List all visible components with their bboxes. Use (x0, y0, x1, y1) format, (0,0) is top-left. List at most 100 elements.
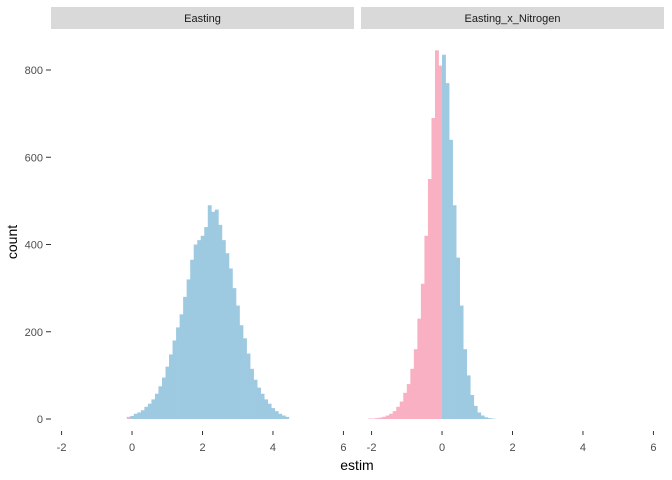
facet-strip (361, 7, 664, 29)
histogram-bar (413, 349, 418, 419)
histogram-bar (434, 50, 439, 420)
histogram-bar (225, 253, 230, 419)
histogram-bar (459, 305, 464, 419)
histogram-bar (179, 314, 184, 419)
histogram-bar (274, 411, 279, 419)
histogram-bar (382, 416, 387, 419)
histogram-bar (228, 268, 233, 419)
histogram-bar (158, 386, 163, 419)
facet-strip-label: Easting (184, 13, 221, 25)
histogram-bar (378, 417, 383, 419)
histogram-bar (183, 296, 187, 419)
x-tick-label: -2 (57, 442, 67, 454)
x-tick-label: 6 (340, 442, 346, 454)
histogram-bar (235, 305, 240, 419)
histogram-bar (392, 411, 397, 419)
histogram-bar (221, 240, 226, 419)
x-tick-label: 2 (509, 442, 515, 454)
histogram-bar (487, 418, 492, 419)
x-tick-label: 0 (129, 442, 135, 454)
histogram-bar (239, 325, 244, 419)
histogram-bar (281, 415, 286, 419)
histogram-bar (420, 283, 425, 419)
histogram-bar (147, 403, 152, 419)
histogram-bar (257, 387, 261, 419)
histogram-bars (368, 50, 496, 420)
histogram-bar (197, 240, 202, 419)
histogram-bar (211, 211, 216, 419)
histogram-bar (165, 366, 170, 419)
histogram-bar (144, 406, 149, 419)
histogram-bar (130, 415, 135, 419)
y-axis-title: count (4, 225, 20, 259)
histogram-bar (431, 117, 436, 420)
x-axis: -2 0 2 4 6 (367, 431, 656, 454)
histogram-bar (232, 288, 237, 420)
facet-panels: Easting -2 0 2 4 6 Easting_x_Nitrogen -2 0 2 4 6 (51, 7, 664, 454)
x-tick-label: -2 (367, 442, 377, 454)
histogram-bar (214, 209, 219, 419)
histogram-bar (449, 139, 453, 420)
histogram-bar (246, 353, 251, 419)
histogram-bar (473, 405, 478, 419)
histogram-bar (470, 395, 475, 419)
histogram-bar (176, 327, 180, 419)
histogram-bar (204, 227, 209, 419)
histogram-bar (466, 375, 471, 420)
y-tick-label: 0 (37, 414, 43, 426)
histogram-bar (403, 392, 408, 419)
histogram-bar (484, 417, 489, 419)
x-tick-label: 0 (439, 442, 445, 454)
histogram-bar (406, 384, 411, 419)
histogram-bar (271, 408, 276, 419)
x-axis: -2 0 2 4 6 (57, 431, 346, 454)
facet-panel: Easting -2 0 2 4 6 (51, 7, 354, 454)
histogram-bar (260, 393, 265, 419)
histogram-bar (396, 406, 401, 419)
histogram-bar (480, 415, 485, 419)
histogram-bar (137, 412, 142, 419)
histogram-bar (477, 412, 482, 419)
histogram-bar (190, 259, 195, 419)
x-tick-label: 2 (199, 442, 205, 454)
histogram-bar (399, 401, 404, 419)
histogram-bar (445, 83, 450, 419)
y-tick-label: 400 (25, 240, 43, 252)
histogram-bar (424, 235, 429, 419)
histogram-bar (186, 279, 191, 419)
x-tick-label: 6 (650, 442, 656, 454)
histogram-bar (463, 349, 468, 419)
histogram-bar (427, 179, 432, 419)
histogram-bar (250, 368, 254, 419)
histogram-bars (126, 205, 290, 420)
facet-strip-label: Easting_x_Nitrogen (464, 13, 560, 25)
histogram-bar (410, 368, 415, 419)
histogram-bar (452, 205, 457, 419)
histogram-bar (267, 403, 272, 419)
histogram-bar (200, 235, 205, 419)
x-tick-label: 4 (580, 442, 586, 454)
histogram-bar (385, 415, 390, 419)
x-tick-label: 4 (270, 442, 276, 454)
histogram-bar (218, 224, 223, 419)
y-axis: 0 200 400 600 800 (25, 65, 51, 426)
histogram-bar (172, 340, 177, 419)
facet-panel: Easting_x_Nitrogen -2 0 2 4 6 (361, 7, 664, 454)
histogram-bar (126, 416, 131, 419)
histogram-bar (278, 413, 283, 419)
histogram-bar (264, 399, 269, 419)
histogram-bar (140, 410, 145, 419)
histogram-bar (151, 399, 156, 419)
histogram-bar (285, 416, 290, 419)
facet-strip (51, 7, 354, 29)
histogram-bar (193, 244, 198, 419)
histogram-bar (442, 54, 446, 419)
y-tick-label: 200 (25, 327, 43, 339)
histogram-bar (161, 377, 166, 419)
histogram-bar (417, 318, 422, 419)
y-tick-label: 600 (25, 152, 43, 164)
histogram-bar (207, 205, 212, 419)
histogram-bar (169, 354, 173, 419)
y-tick-label: 800 (25, 65, 43, 77)
